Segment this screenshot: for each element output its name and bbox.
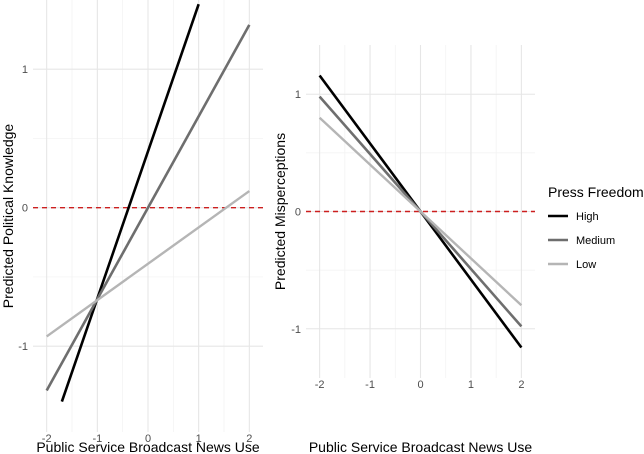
p1-y-tick-label: 1 [22, 64, 28, 76]
legend-label-high: High [576, 211, 599, 223]
p2-x-tick-label: -1 [365, 379, 375, 391]
p1-series-medium [45, 24, 251, 392]
p1-series-low [45, 190, 251, 338]
p1-y-axis-title: Predicted Political Knowledge [0, 124, 16, 309]
p2-series-low [318, 116, 523, 307]
p2-y-tick-label: 0 [295, 207, 301, 219]
p1-x-tick-label: -1 [92, 433, 102, 445]
panel-misperceptions: -2 -1 0 1 2 -1 0 1 Public Service Broadcast News… [272, 45, 535, 454]
p1-series-high [60, 3, 200, 402]
p1-x-tick-label: 2 [246, 433, 252, 445]
p2-x-tick-label: 2 [518, 379, 524, 391]
legend-label-low: Low [576, 259, 596, 271]
legend-label-medium: Medium [576, 235, 615, 247]
legend-title: Press Freedom [548, 184, 644, 200]
p1-y-tick-label: 0 [22, 203, 28, 215]
legend: Press Freedom High Medium Low [548, 184, 644, 271]
p2-x-tick-label: 1 [468, 379, 474, 391]
p2-x-axis-title: Public Service Broadcast News Use [309, 439, 533, 454]
p2-x-tick-label: -2 [315, 379, 325, 391]
p1-x-axis-title: Public Service Broadcast News Use [36, 439, 260, 454]
p1-x-tick-label: -2 [42, 433, 52, 445]
p2-y-tick-label: -1 [291, 324, 301, 336]
p1-y-tick-label: -1 [18, 341, 28, 353]
p2-y-tick-label: 1 [295, 89, 301, 101]
p1-x-tick-label: 0 [145, 433, 151, 445]
p1-x-tick-label: 1 [196, 433, 202, 445]
p2-x-tick-label: 0 [417, 379, 423, 391]
p2-y-axis-title: Predicted Misperceptions [272, 133, 288, 290]
